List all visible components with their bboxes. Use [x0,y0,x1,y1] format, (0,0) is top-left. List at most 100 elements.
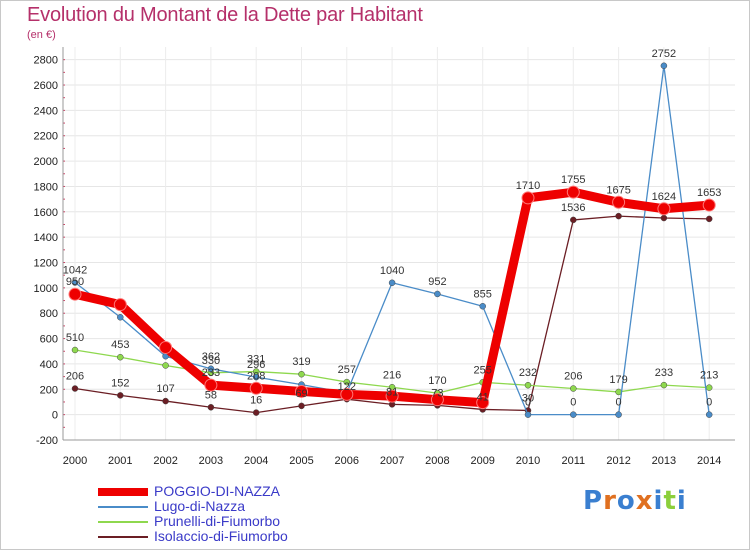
data-point-lugo-di-nazza [434,290,441,298]
data-point-isolaccio-di-fiumorbo [252,409,260,416]
data-label-poggio-di-nazza: 950 [66,276,84,288]
data-point-isolaccio-di-fiumorbo [207,404,215,411]
legend-swatch [98,506,148,508]
data-label-prunelli-di-fiumorbo: 330 [202,355,220,367]
y-tick-label: 400 [40,359,58,371]
x-tick-label: 2005 [289,455,313,467]
x-tick-label: 2007 [380,455,404,467]
data-label-isolaccio-di-fiumorbo: 1536 [561,202,585,214]
y-tick-label: 2800 [34,55,58,67]
data-label-lugo-di-nazza: 2752 [652,48,676,60]
data-point-poggio-di-nazza [295,384,308,398]
proxiti-logo: Proxiti [583,486,687,516]
data-point-poggio-di-nazza [702,198,716,212]
legend-swatch [98,488,148,496]
data-label-poggio-di-nazza: 1653 [697,187,721,199]
y-tick-label: 0 [52,410,58,422]
data-point-lugo-di-nazza [570,411,577,418]
y-tick-label: 600 [40,334,58,346]
data-label-prunelli-di-fiumorbo: 213 [700,370,718,382]
data-label-lugo-di-nazza: 362 [202,351,220,363]
y-tick-label: 1200 [34,258,58,270]
data-label-prunelli-di-fiumorbo: 257 [338,364,356,376]
logo-letter: i [676,486,687,516]
chart-subtitle: (en €) [27,29,56,41]
data-label-poggio-di-nazza: 1624 [652,191,676,203]
x-tick-label: 2004 [244,455,268,467]
data-point-lugo-di-nazza [207,365,215,373]
x-tick-label: 2001 [108,455,132,467]
data-point-prunelli-di-fiumorbo [343,378,351,386]
data-point-poggio-di-nazza [204,378,218,392]
data-point-poggio-di-nazza [612,195,626,209]
data-label-prunelli-di-fiumorbo: 233 [655,367,673,379]
legend-swatch [98,521,148,523]
data-point-lugo-di-nazza [524,411,532,418]
y-tick-label: 1600 [34,207,58,219]
data-label-lugo-di-nazza: 1042 [63,265,87,277]
data-label-prunelli-di-fiumorbo: 170 [428,375,446,387]
data-label-prunelli-di-fiumorbo: 255 [474,364,492,376]
y-tick-label: 1800 [34,181,58,193]
data-point-poggio-di-nazza [385,389,399,403]
plot-area [63,47,735,440]
data-label-isolaccio-di-fiumorbo: 122 [338,381,356,393]
data-label-prunelli-di-fiumorbo: 319 [292,356,310,368]
data-label-isolaccio-di-fiumorbo: 16 [250,395,262,407]
y-tick-label: 800 [40,308,58,320]
data-label-lugo-di-nazza: 296 [247,359,265,371]
logo-letter: x [635,486,654,516]
data-point-poggio-di-nazza [159,340,173,354]
data-label-poggio-di-nazza: 1755 [561,174,585,186]
x-tick-label: 2006 [335,455,359,467]
y-tick-label: 2000 [34,156,58,168]
data-label-prunelli-di-fiumorbo: 331 [247,354,265,366]
data-label-lugo-di-nazza: 0 [616,397,622,409]
legend-label: Prunelli-di-Fiumorbo [154,513,281,529]
data-point-prunelli-di-fiumorbo [570,385,577,392]
y-tick-label: -200 [36,435,58,447]
data-point-isolaccio-di-fiumorbo [660,214,668,222]
data-point-isolaccio-di-fiumorbo [615,212,622,220]
data-point-poggio-di-nazza [68,287,82,301]
data-label-lugo-di-nazza: 0 [525,397,531,409]
data-label-isolaccio-di-fiumorbo: 58 [205,389,217,401]
data-label-lugo-di-nazza: 855 [474,288,492,300]
y-tick-label: 1000 [34,283,58,295]
y-tick-label: 200 [40,384,58,396]
x-tick-label: 2000 [63,455,87,467]
data-point-isolaccio-di-fiumorbo [705,215,713,223]
logo-letter: i [653,486,664,516]
data-label-isolaccio-di-fiumorbo: 41 [477,391,489,403]
data-point-prunelli-di-fiumorbo [162,362,169,369]
data-label-prunelli-di-fiumorbo: 206 [564,371,582,383]
logo-letter: P [583,486,604,516]
legend-label: Isolaccio-di-Fiumorbo [154,528,288,544]
data-point-lugo-di-nazza [117,314,124,321]
data-label-isolaccio-di-fiumorbo: 206 [66,371,84,383]
data-label-isolaccio-di-fiumorbo: 107 [156,383,174,395]
data-label-poggio-di-nazza: 233 [202,367,220,379]
data-point-poggio-di-nazza [113,298,127,312]
x-tick-label: 2010 [516,455,540,467]
data-label-lugo-di-nazza: 1040 [380,265,404,277]
data-point-prunelli-di-fiumorbo [71,346,79,354]
data-label-isolaccio-di-fiumorbo: 81 [386,386,398,398]
data-point-prunelli-di-fiumorbo [298,370,305,378]
y-tick-label: 1400 [34,232,58,244]
data-point-lugo-di-nazza [660,62,668,70]
x-tick-label: 2009 [470,455,494,467]
data-point-prunelli-di-fiumorbo [117,353,124,361]
x-tick-label: 2003 [199,455,223,467]
data-point-lugo-di-nazza [71,279,79,286]
data-label-prunelli-di-fiumorbo: 453 [111,339,129,351]
data-label-poggio-di-nazza: 1710 [516,180,540,192]
legend-label: Lugo-di-Nazza [154,498,246,514]
data-point-prunelli-di-fiumorbo [524,381,532,389]
data-point-poggio-di-nazza [430,393,444,407]
y-tick-label: 2200 [34,131,58,143]
data-point-poggio-di-nazza [566,185,580,199]
x-tick-label: 2012 [606,455,630,467]
y-tick-label: 2400 [34,105,58,117]
data-point-poggio-di-nazza [521,191,535,205]
